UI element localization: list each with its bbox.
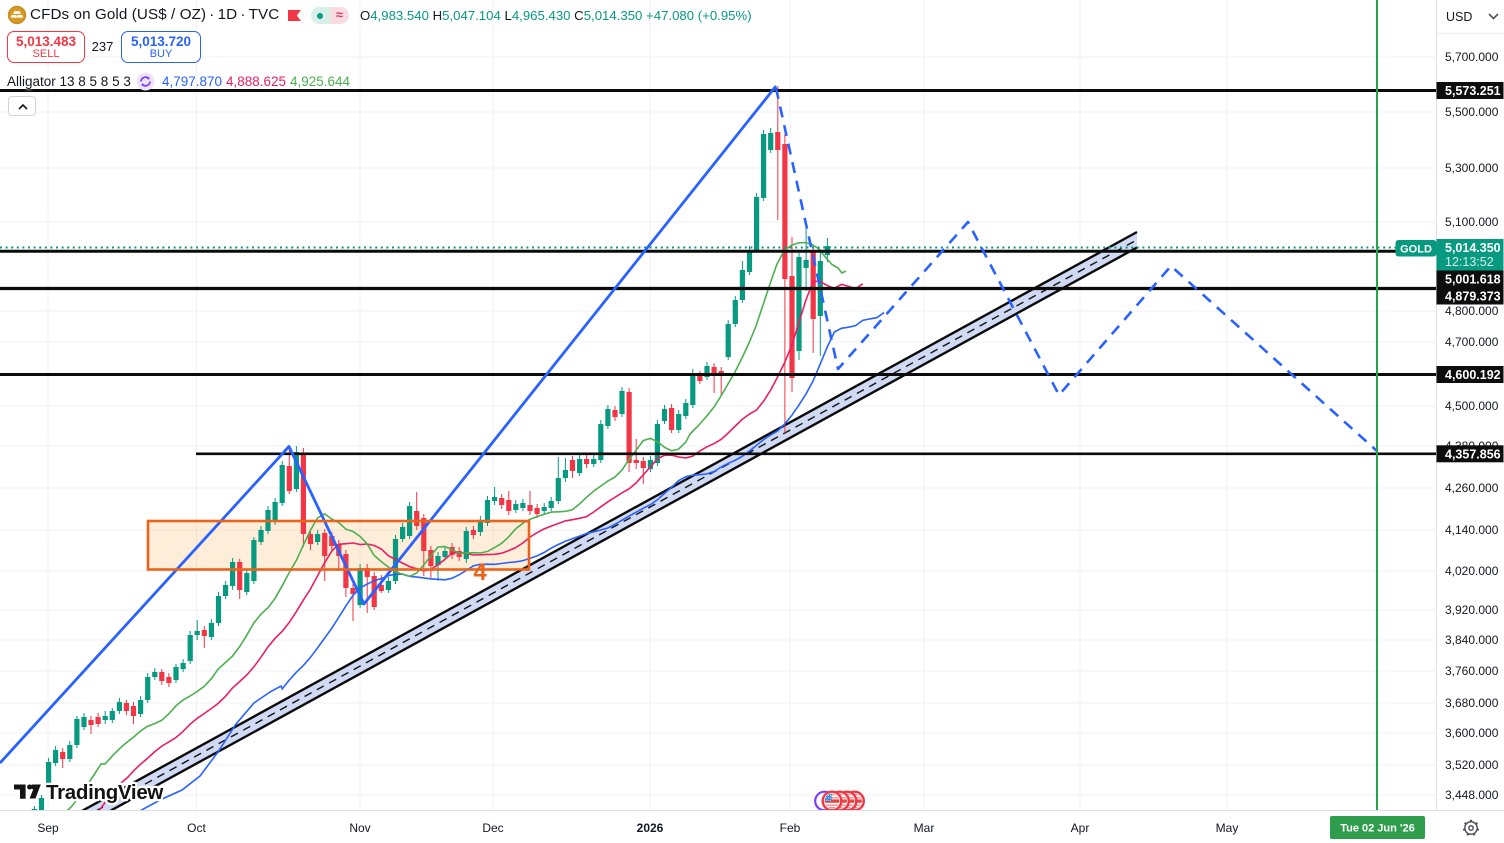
svg-text:TradingView: TradingView	[46, 781, 163, 804]
svg-text:4,500.000: 4,500.000	[1445, 399, 1499, 413]
svg-text:3,448.000: 3,448.000	[1445, 788, 1499, 802]
svg-text:Oct: Oct	[187, 821, 206, 835]
svg-text:4,260.000: 4,260.000	[1445, 481, 1499, 495]
svg-text:5,300.000: 5,300.000	[1445, 161, 1499, 175]
svg-text:4,879.373: 4,879.373	[1445, 290, 1501, 304]
svg-text:4,140.000: 4,140.000	[1445, 523, 1499, 537]
svg-text:5,573.251: 5,573.251	[1445, 84, 1501, 98]
svg-text:Nov: Nov	[349, 821, 370, 835]
svg-text:USD: USD	[1446, 10, 1472, 24]
svg-text:3,840.000: 3,840.000	[1445, 633, 1499, 647]
svg-text:3,520.000: 3,520.000	[1445, 758, 1499, 772]
svg-text:4,357.856: 4,357.856	[1445, 447, 1501, 461]
svg-text:5,100.000: 5,100.000	[1445, 215, 1499, 229]
svg-text:4,800.000: 4,800.000	[1445, 304, 1499, 318]
svg-text:5,001.618: 5,001.618	[1445, 273, 1501, 287]
svg-text:Tue 02 Jun '26: Tue 02 Jun '26	[1340, 823, 1415, 835]
svg-text:GOLD: GOLD	[1400, 244, 1432, 256]
svg-text:5,014.350: 5,014.350	[1445, 241, 1501, 255]
svg-text:5,500.000: 5,500.000	[1445, 105, 1499, 119]
svg-text:Feb: Feb	[780, 821, 801, 835]
svg-text:Mar: Mar	[914, 821, 935, 835]
svg-text:4,700.000: 4,700.000	[1445, 335, 1499, 349]
svg-text:May: May	[1216, 821, 1239, 835]
svg-text:Dec: Dec	[482, 821, 503, 835]
svg-text:Apr: Apr	[1071, 821, 1090, 835]
svg-text:3,920.000: 3,920.000	[1445, 603, 1499, 617]
svg-text:12:13:52: 12:13:52	[1445, 255, 1494, 269]
svg-text:4: 4	[473, 559, 487, 586]
svg-text:3,600.000: 3,600.000	[1445, 726, 1499, 740]
svg-text:3,680.000: 3,680.000	[1445, 696, 1499, 710]
svg-text:4,600.192: 4,600.192	[1445, 368, 1501, 382]
svg-text:3,760.000: 3,760.000	[1445, 664, 1499, 678]
svg-text:5,700.000: 5,700.000	[1445, 50, 1499, 64]
svg-text:4,020.000: 4,020.000	[1445, 564, 1499, 578]
svg-text:Sep: Sep	[37, 821, 59, 835]
svg-text:2026: 2026	[637, 821, 664, 835]
svg-text:TradingView: TradingView	[46, 781, 163, 804]
